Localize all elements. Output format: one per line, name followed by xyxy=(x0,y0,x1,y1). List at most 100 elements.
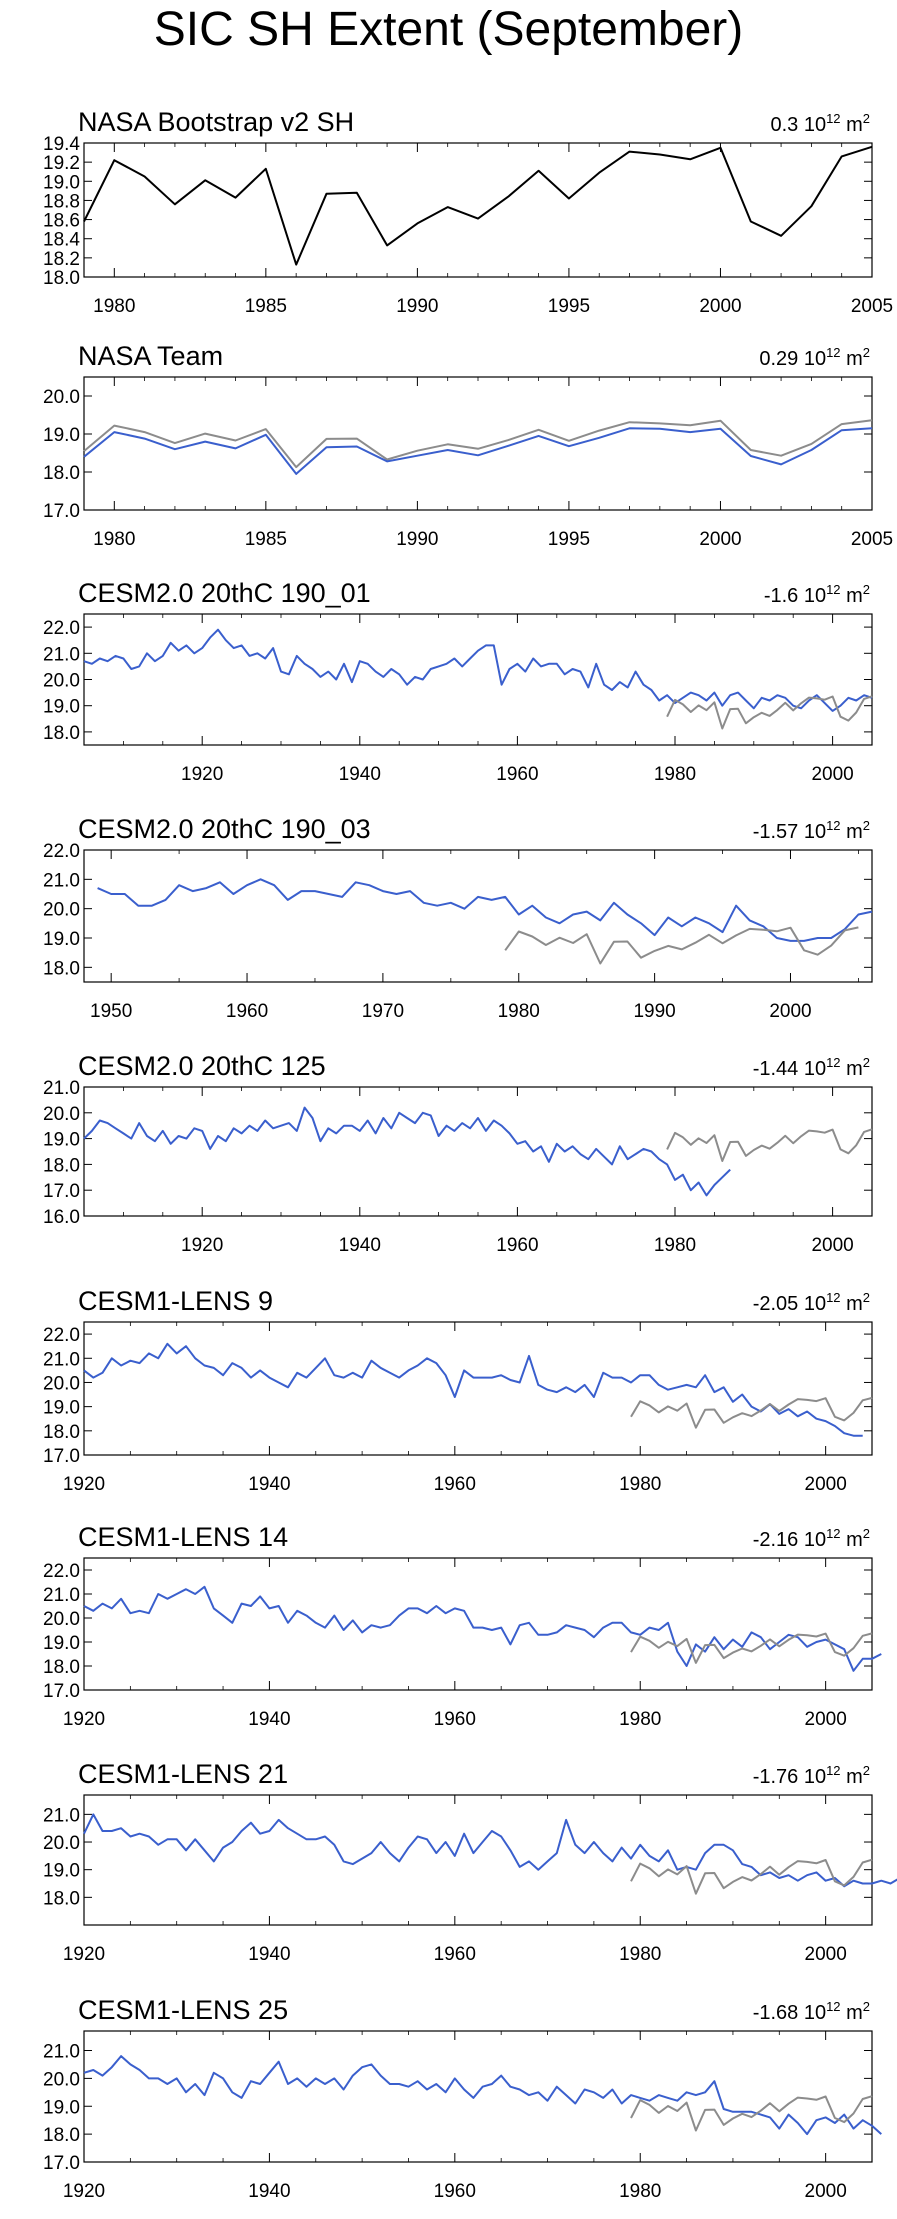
y-tick-label: 21.0 xyxy=(43,1585,80,1606)
trend-unit: m xyxy=(841,585,863,607)
trend-exponent: 12 xyxy=(826,1055,840,1070)
x-tick-label: 1980 xyxy=(93,296,135,317)
y-tick-label: 22.0 xyxy=(43,1561,80,1582)
y-tick-label: 19.0 xyxy=(43,1398,80,1419)
y-tick-label: 18.8 xyxy=(43,191,80,212)
y-tick-label: 20.0 xyxy=(43,1373,80,1394)
trend-value: -1.57 10 xyxy=(753,821,826,843)
trend-exponent: 12 xyxy=(826,818,840,833)
chart-panel-7: CESM1-LENS 14 -2.16 1012 m2 17.0 18.0 19.0 20… xyxy=(43,1522,882,1730)
trend-label: -1.44 1012 m2 xyxy=(753,1055,870,1080)
chart-panel-1: NASA Bootstrap v2 SH 0.3 1012 m218.018.21… xyxy=(43,107,893,317)
x-tick-label: 1940 xyxy=(248,1474,290,1495)
y-tick-label: 19.0 xyxy=(43,425,80,446)
trend-unit: m xyxy=(841,821,863,843)
trend-unit-exponent: 2 xyxy=(863,1290,870,1305)
x-tick-label: 1940 xyxy=(248,1944,290,1965)
trend-value: -1.76 10 xyxy=(753,1766,826,1788)
series-line-model xyxy=(83,1106,731,1197)
y-tick-label: 20.0 xyxy=(43,1833,80,1854)
panel-title: CESM1-LENS 14 xyxy=(78,1522,288,1552)
y-tick-label: 21.0 xyxy=(43,1078,80,1099)
trend-unit: m xyxy=(841,348,863,370)
y-tick-label: 17.0 xyxy=(43,1446,80,1467)
trend-unit-exponent: 2 xyxy=(863,1526,870,1541)
y-tick-label: 20.0 xyxy=(43,387,80,408)
y-tick-label: 19.0 xyxy=(43,929,80,950)
y-tick-label: 18.6 xyxy=(43,211,80,232)
series-line-observed xyxy=(630,1632,873,1664)
x-tick-label: 2000 xyxy=(805,1709,847,1730)
trend-exponent: 12 xyxy=(826,345,840,360)
series-line-observed xyxy=(630,1396,873,1429)
y-tick-label: 20.0 xyxy=(43,900,80,921)
x-tick-label: 1920 xyxy=(63,2181,105,2202)
trend-exponent: 12 xyxy=(826,582,840,597)
y-tick-label: 19.0 xyxy=(43,697,80,718)
y-tick-label: 18.4 xyxy=(43,230,80,251)
y-tick-label: 16.0 xyxy=(43,1207,80,1228)
y-tick-label: 21.0 xyxy=(43,870,80,891)
y-tick-label: 17.0 xyxy=(43,1681,80,1702)
y-tick-label: 18.0 xyxy=(43,958,80,979)
plot-frame xyxy=(83,1794,873,1926)
x-tick-label: 2000 xyxy=(811,1235,853,1256)
trend-label: -1.76 1012 m2 xyxy=(753,1763,870,1788)
x-tick-label: 1980 xyxy=(93,529,135,550)
y-tick-label: 19.0 xyxy=(43,1130,80,1151)
panel-title: CESM2.0 20thC 190_01 xyxy=(78,578,371,608)
trend-label: -2.16 1012 m2 xyxy=(753,1526,870,1551)
trend-value: -2.05 10 xyxy=(753,1293,826,1315)
trend-unit: m xyxy=(841,2002,863,2024)
y-tick-label: 17.0 xyxy=(43,501,80,522)
x-tick-label: 1920 xyxy=(63,1474,105,1495)
panel-title: NASA Bootstrap v2 SH xyxy=(78,107,354,137)
x-tick-label: 1940 xyxy=(248,1709,290,1730)
plot-frame xyxy=(83,2030,873,2163)
y-tick-label: 20.0 xyxy=(43,1609,80,1630)
trend-unit: m xyxy=(841,1529,863,1551)
x-tick-label: 1990 xyxy=(396,529,438,550)
x-tick-label: 1980 xyxy=(654,1235,696,1256)
trend-value: 0.29 10 xyxy=(759,348,826,370)
series-line-observed xyxy=(630,2095,873,2132)
y-tick-label: 19.2 xyxy=(43,153,80,174)
trend-exponent: 12 xyxy=(826,1526,840,1541)
chart-panel-4: CESM2.0 20thC 190_03 -1.57 1012 m2 18.0 19.… xyxy=(43,814,873,1022)
trend-label: -1.57 1012 m2 xyxy=(753,818,870,843)
x-tick-label: 1920 xyxy=(63,1709,105,1730)
series-line-model xyxy=(83,1585,882,1672)
y-tick-label: 18.0 xyxy=(43,1657,80,1678)
panel-title: CESM2.0 20thC 190_03 xyxy=(78,814,371,844)
y-tick-label: 18.0 xyxy=(43,1888,80,1909)
y-tick-label: 17.0 xyxy=(43,1181,80,1202)
y-tick-label: 21.0 xyxy=(43,1349,80,1370)
chart-panel-8: CESM1-LENS 21 -1.76 1012 m218.019.020.021… xyxy=(43,1759,897,1965)
trend-unit-exponent: 2 xyxy=(863,345,870,360)
x-tick-label: 1980 xyxy=(619,2181,661,2202)
x-tick-label: 2000 xyxy=(811,764,853,785)
x-tick-label: 1960 xyxy=(434,1709,476,1730)
y-tick-label: 18.0 xyxy=(43,1155,80,1176)
series-line-model xyxy=(83,1342,863,1437)
x-tick-label: 2005 xyxy=(851,296,893,317)
x-tick-label: 2000 xyxy=(805,1944,847,1965)
x-tick-label: 1990 xyxy=(396,296,438,317)
plot-frame xyxy=(83,142,873,278)
y-tick-label: 22.0 xyxy=(43,1325,80,1346)
panel-title: CESM1-LENS 25 xyxy=(78,1995,288,2025)
x-tick-label: 1920 xyxy=(181,764,223,785)
x-tick-label: 1960 xyxy=(434,1944,476,1965)
trend-label: 0.3 1012 m2 xyxy=(770,111,870,136)
plot-frame xyxy=(83,1557,873,1691)
y-tick-label: 18.0 xyxy=(43,268,80,289)
trend-value: -1.6 10 xyxy=(764,585,826,607)
y-tick-label: 19.0 xyxy=(43,2097,80,2118)
y-tick-label: 19.0 xyxy=(43,172,80,193)
trend-label: 0.29 1012 m2 xyxy=(759,345,870,370)
x-tick-label: 1980 xyxy=(619,1474,661,1495)
trend-unit: m xyxy=(841,1293,863,1315)
plot-frame xyxy=(83,376,873,511)
x-tick-label: 1980 xyxy=(619,1709,661,1730)
